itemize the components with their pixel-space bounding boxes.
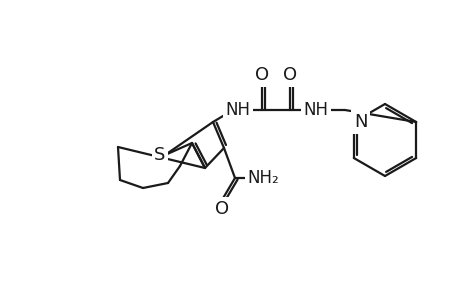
Text: NH: NH xyxy=(303,101,328,119)
Text: O: O xyxy=(214,200,229,218)
Text: NH: NH xyxy=(225,101,250,119)
Text: O: O xyxy=(254,66,269,84)
Text: S: S xyxy=(154,146,165,164)
Text: NH₂: NH₂ xyxy=(246,169,278,187)
Text: O: O xyxy=(282,66,297,84)
Text: N: N xyxy=(353,113,367,131)
